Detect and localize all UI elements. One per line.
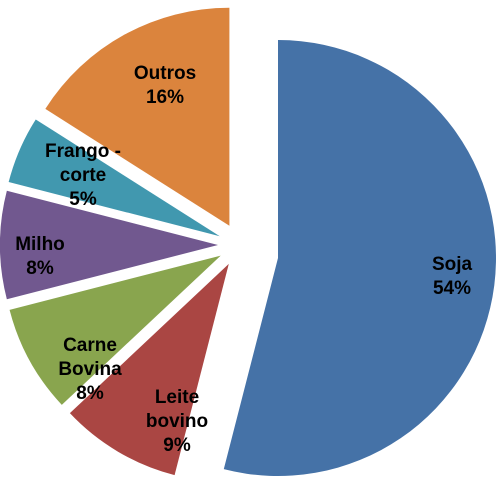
pie-slice-carne-bovina	[9, 255, 221, 405]
data-label-line: Milho	[15, 234, 65, 255]
data-label-line: Carne	[63, 335, 117, 356]
data-label-frango-corte: Frango - corte 5%	[45, 141, 121, 210]
data-label-line: Frango -	[45, 141, 121, 162]
data-label-line: corte	[60, 165, 106, 186]
data-label-line: 8%	[26, 258, 54, 279]
pie-slice-outros	[45, 7, 230, 226]
data-label-line: 9%	[163, 435, 191, 456]
pie-slice-soja	[223, 40, 497, 477]
pie-slice-leite-bovino	[69, 263, 229, 476]
pie-slice-milho	[0, 190, 218, 300]
data-label-line: Outros	[134, 63, 196, 84]
data-label-milho: Milho 8%	[15, 234, 65, 279]
data-label-line: 54%	[433, 278, 471, 299]
data-label-line: Soja	[432, 254, 473, 275]
data-label-outros: Outros 16%	[134, 63, 196, 108]
pie-slice-frango-corte	[8, 119, 220, 237]
data-label-line: 5%	[69, 189, 97, 210]
data-label-leite-bovino: Leite bovino 9%	[146, 387, 208, 456]
data-label-carne-bovina: Carne Bovina 8%	[58, 335, 122, 404]
data-label-line: Bovina	[58, 359, 122, 380]
data-label-soja: Soja 54%	[432, 254, 473, 299]
data-label-line: 8%	[76, 383, 104, 404]
data-label-line: Leite	[155, 387, 199, 408]
data-label-line: bovino	[146, 411, 208, 432]
data-label-line: 16%	[146, 87, 184, 108]
